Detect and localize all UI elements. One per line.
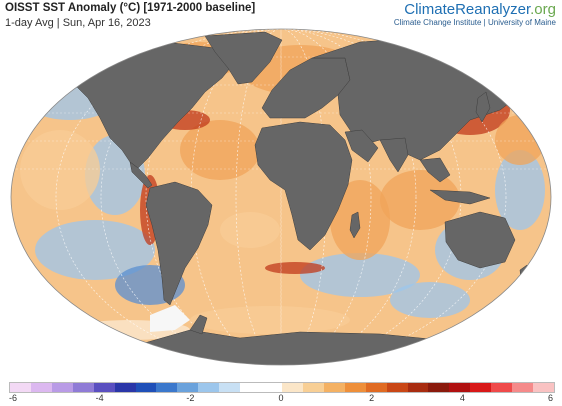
colorbar-cell [323, 383, 345, 392]
sea-ice [150, 305, 190, 332]
map-title: OISST SST Anomaly (°C) [1971-2000 baseli… [5, 2, 256, 14]
madagascar-land [349, 211, 361, 239]
colorbar-cell [93, 383, 115, 392]
colorbar-cell [470, 383, 492, 392]
anomaly-patch [300, 253, 420, 297]
antarctic-peninsula-land [189, 314, 208, 335]
colorbar-cell [114, 383, 136, 392]
brand-name: ClimateReanalyzer [404, 1, 531, 18]
japan-land [475, 91, 491, 123]
colorbar [9, 382, 555, 393]
colorbar-cell [10, 383, 31, 392]
colorbar-tick-label: -2 [186, 393, 195, 403]
greenland-land [204, 31, 283, 85]
colorbar-ticks: -6 -4 -2 0 2 4 6 [9, 393, 553, 405]
colorbar-tick-label: 0 [278, 393, 284, 403]
brand-credit: Climate Change Institute | University of… [393, 18, 556, 27]
colorbar-cell [365, 383, 387, 392]
central-america-land [129, 161, 153, 189]
colorbar-cell [512, 383, 534, 392]
anomaly-patch [190, 306, 350, 334]
anomaly-patch [220, 212, 280, 248]
colorbar-tick-label: 2 [369, 393, 375, 403]
africa-land [254, 121, 353, 251]
colorbar-cell [407, 383, 429, 392]
anomaly-patch [495, 115, 545, 165]
arabia-land [344, 129, 379, 163]
longitude-line [190, 29, 372, 365]
map-subtitle: 1-day Avg | Sun, Apr 16, 2023 [5, 17, 151, 29]
colorbar-cell [344, 383, 366, 392]
globe-outline [10, 28, 552, 366]
colorbar-cell [219, 383, 241, 392]
colorbar-cell [135, 383, 157, 392]
anomaly-patch [390, 282, 470, 318]
india-land [379, 137, 409, 173]
colorbar-cell [72, 383, 94, 392]
southeast-asia-land [419, 157, 451, 183]
colorbar-cell [30, 383, 52, 392]
colorbar-tick-label: -4 [95, 393, 104, 403]
colorbar-cell [261, 383, 282, 392]
anomaly-patch [495, 150, 545, 230]
brand-logo[interactable]: ClimateReanalyzer.org [404, 1, 556, 18]
colorbar-cell [449, 383, 471, 392]
anomaly-patch [20, 130, 100, 210]
anomaly-patch [380, 170, 460, 230]
anomaly-patch [265, 262, 325, 274]
australia-land [444, 211, 516, 269]
colorbar-cell [198, 383, 220, 392]
anomaly-patch [180, 120, 260, 180]
indonesia-land [429, 189, 491, 205]
brand-tld: .org [530, 1, 556, 18]
anomaly-patch [330, 180, 390, 260]
colorbar-cell [156, 383, 178, 392]
longitude-line [55, 29, 507, 365]
colorbar-cell [177, 383, 199, 392]
colorbar-cell [386, 383, 408, 392]
colorbar-cell [51, 383, 73, 392]
colorbar-cell [533, 383, 554, 392]
south-america-land [145, 181, 213, 306]
colorbar-cell [240, 383, 262, 392]
colorbar-tick-label: -6 [9, 393, 18, 403]
colorbar-tick-label: 6 [547, 393, 553, 403]
anomaly-patch [35, 220, 155, 280]
colorbar-cell [428, 383, 450, 392]
colorbar-cell [302, 383, 324, 392]
colorbar-cell [281, 383, 303, 392]
longitude-line [145, 29, 417, 365]
colorbar-cell [491, 383, 513, 392]
colorbar-tick-label: 4 [459, 393, 465, 403]
